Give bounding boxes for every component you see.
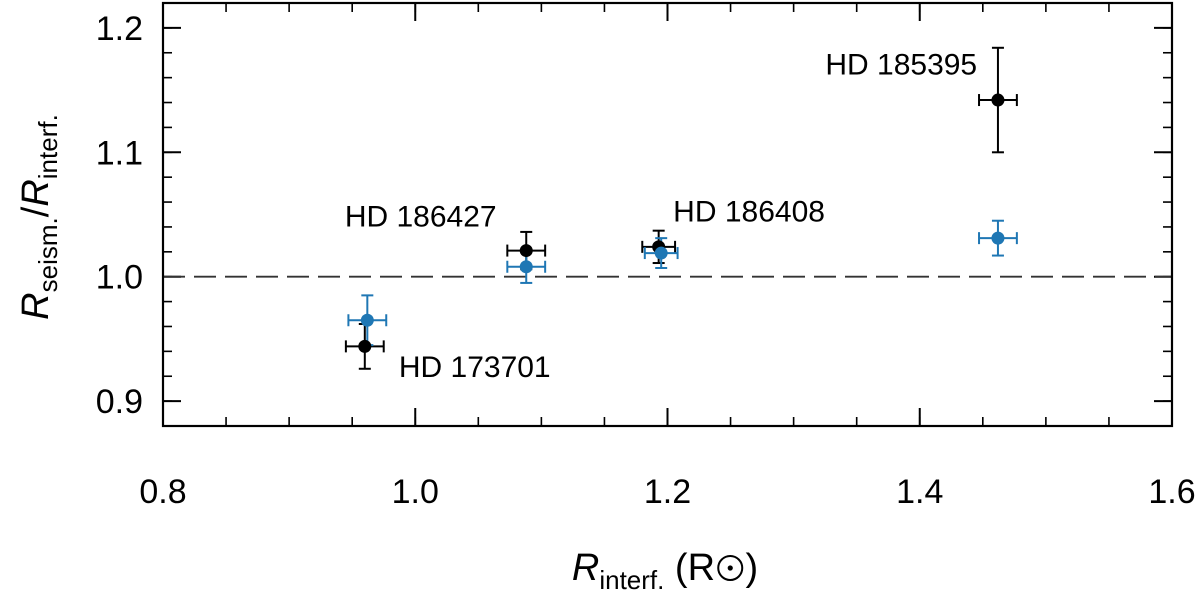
data-point-black: [519, 244, 533, 258]
data-point-black: [358, 339, 372, 353]
plot-frame: [161, 1, 1174, 428]
y-axis-label: Rseism./Rinterf.: [15, 114, 63, 320]
y-axis-label-num-symbol: R: [15, 292, 57, 319]
x-axis-label-unit-open: (R: [664, 547, 715, 589]
y-tick-label: 1.1: [96, 134, 143, 172]
annotations: HD 173701 HD 186427 HD 186408 HD 185395: [345, 49, 977, 384]
sun-symbol-ring: [717, 555, 744, 581]
star-label: HD 186427: [345, 200, 497, 233]
tick-labels: 0.8 1.0 1.2 1.4 1.6 0.9 1.0 1.1 1.2: [96, 10, 1196, 511]
star-label: HD 186408: [673, 195, 825, 228]
y-tick-label: 0.9: [96, 383, 143, 421]
minor-ticks: [162, 2, 1173, 427]
x-axis-label-subscript: interf.: [599, 565, 664, 592]
y-axis-label-num-subscript: seism.: [33, 217, 63, 292]
y-axis-label-separator: /: [15, 206, 57, 217]
data-point-black: [991, 93, 1005, 107]
data-point-blue: [519, 260, 533, 274]
data-point-blue: [991, 231, 1005, 245]
sun-symbol-dot: [727, 565, 733, 571]
star-label: HD 185395: [825, 49, 977, 82]
star-label: HD 173701: [399, 351, 551, 384]
data-points: [358, 93, 1005, 353]
y-tick-label: 1.0: [96, 259, 143, 297]
x-axis-label-unit-close: ): [745, 547, 758, 589]
x-tick-label: 1.2: [644, 473, 691, 511]
x-axis-label: Rinterf. (R ): [572, 547, 758, 592]
data-point-blue: [654, 246, 668, 260]
y-axis-label-den-symbol: R: [15, 179, 57, 206]
x-tick-label: 1.4: [896, 473, 943, 511]
sun-symbol-icon: [717, 555, 744, 581]
x-tick-label: 0.8: [139, 473, 186, 511]
y-tick-label: 1.2: [96, 10, 143, 48]
major-ticks: [162, 3, 1173, 426]
data-point-blue: [360, 313, 374, 327]
x-tick-label: 1.0: [392, 473, 439, 511]
x-tick-label: 1.6: [1148, 473, 1195, 511]
x-axis-label-symbol: R: [572, 547, 599, 589]
y-axis-label-den-subscript: interf.: [33, 114, 63, 179]
